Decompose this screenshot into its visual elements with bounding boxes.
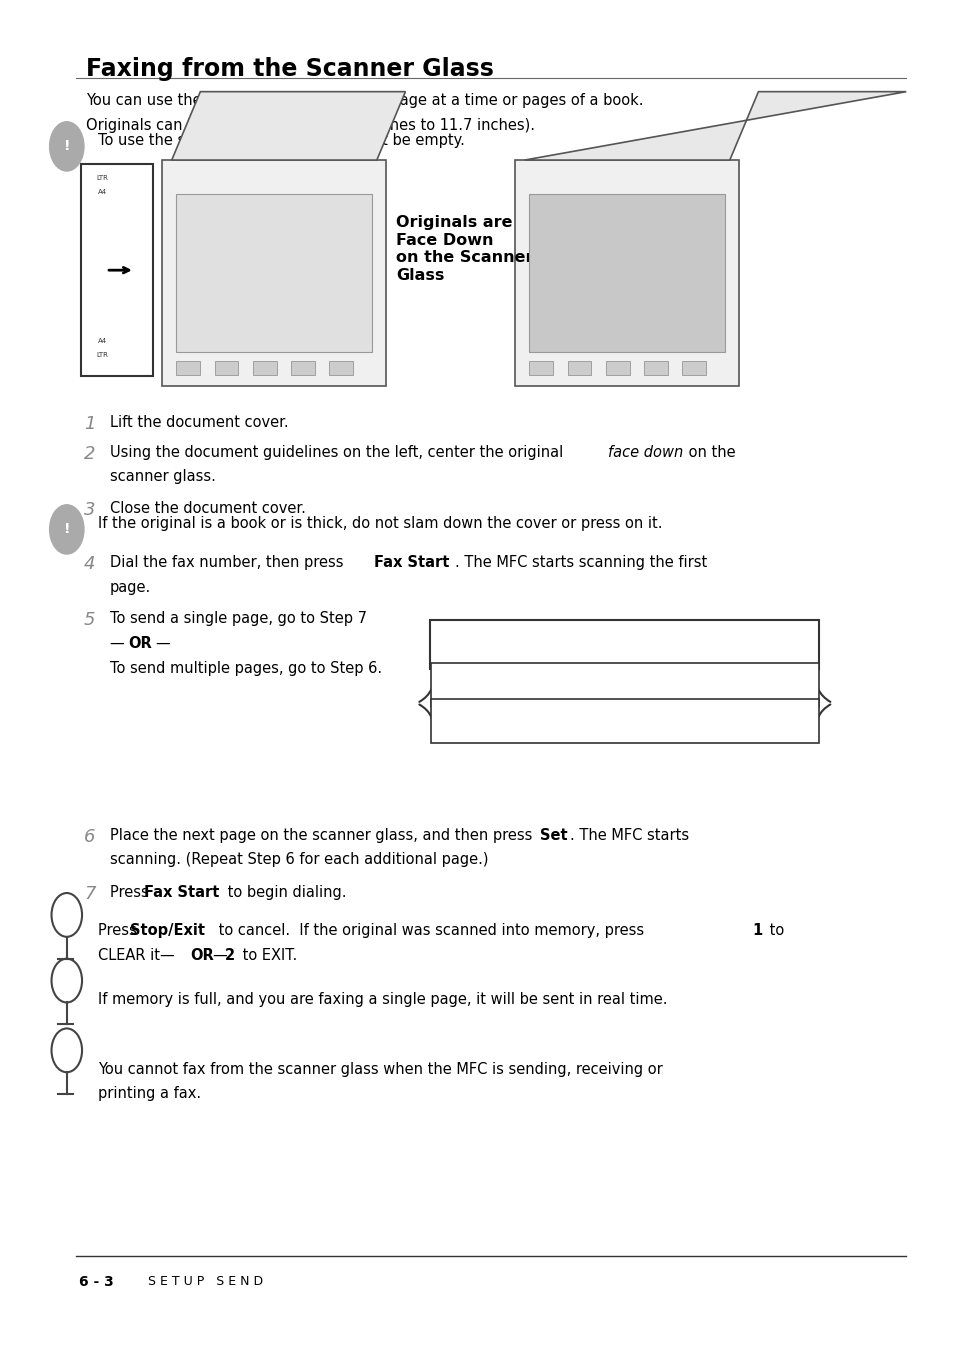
Text: printing a fax.: printing a fax.: [98, 1086, 201, 1101]
Text: OR: OR: [128, 636, 152, 651]
Text: —: —: [155, 636, 170, 651]
FancyBboxPatch shape: [643, 361, 667, 375]
Text: 5: 5: [84, 611, 95, 629]
Text: To send multiple pages, go to Step 6.: To send multiple pages, go to Step 6.: [110, 661, 381, 676]
FancyBboxPatch shape: [176, 194, 372, 352]
Text: If memory is full, and you are faxing a single page, it will be sent in real tim: If memory is full, and you are faxing a …: [98, 992, 667, 1007]
Text: Fax Start: Fax Start: [144, 885, 219, 900]
Text: Faxing from the Scanner Glass: Faxing from the Scanner Glass: [86, 57, 494, 82]
Text: OR: OR: [190, 948, 213, 963]
Text: Place the next page on the scanner glass, and then press: Place the next page on the scanner glass…: [110, 828, 537, 843]
Text: A4: A4: [98, 338, 107, 343]
FancyBboxPatch shape: [605, 361, 629, 375]
Text: LTR: LTR: [96, 175, 109, 181]
Circle shape: [50, 505, 84, 554]
FancyBboxPatch shape: [162, 160, 386, 386]
Text: scanning. (Repeat Step 6 for each additional page.): scanning. (Repeat Step 6 for each additi…: [110, 852, 488, 867]
FancyBboxPatch shape: [214, 361, 238, 375]
Text: S E T U P   S E N D: S E T U P S E N D: [148, 1275, 263, 1289]
FancyBboxPatch shape: [291, 361, 314, 375]
Text: A4: A4: [98, 189, 107, 194]
Text: . The MFC starts: . The MFC starts: [570, 828, 689, 843]
Text: 2: 2: [84, 445, 95, 462]
Text: on the: on the: [683, 445, 735, 460]
Text: to cancel.  If the original was scanned into memory, press: to cancel. If the original was scanned i…: [213, 923, 648, 938]
FancyBboxPatch shape: [81, 164, 152, 376]
Text: to: to: [764, 923, 783, 938]
FancyBboxPatch shape: [176, 361, 200, 375]
Text: face down: face down: [607, 445, 682, 460]
Text: 7: 7: [84, 885, 95, 903]
Text: scanner glass.: scanner glass.: [110, 469, 215, 484]
Text: 1: 1: [752, 923, 762, 938]
Text: Dial the fax number, then press: Dial the fax number, then press: [110, 555, 348, 570]
Text: You can use the scanner glass to fax one page at a time or pages of a book.: You can use the scanner glass to fax one…: [86, 93, 642, 108]
FancyBboxPatch shape: [567, 361, 591, 375]
Polygon shape: [172, 92, 405, 160]
Text: 1: 1: [84, 415, 95, 432]
Text: Press: Press: [98, 923, 141, 938]
FancyBboxPatch shape: [681, 361, 705, 375]
Text: NEXT:PRESS SET: NEXT:PRESS SET: [575, 679, 674, 692]
Text: Press: Press: [110, 885, 152, 900]
FancyBboxPatch shape: [529, 194, 724, 352]
Text: If the original is a book or is thick, do not slam down the cover or press on it: If the original is a book or is thick, d…: [98, 517, 662, 531]
Text: LTR: LTR: [96, 352, 109, 357]
Text: CLEAR it—: CLEAR it—: [98, 948, 174, 963]
FancyBboxPatch shape: [431, 663, 818, 707]
Text: Lift the document cover.: Lift the document cover.: [110, 415, 288, 430]
Text: 6 - 3: 6 - 3: [79, 1275, 113, 1289]
Text: To use the scanner glass, the ADF must be empty.: To use the scanner glass, the ADF must b…: [98, 134, 465, 148]
FancyBboxPatch shape: [431, 699, 818, 743]
Text: MEMORY  #001  99%: MEMORY #001 99%: [564, 637, 684, 651]
Text: Close the document cover.: Close the document cover.: [110, 501, 305, 516]
Text: DIAL:PRESS START: DIAL:PRESS START: [567, 714, 681, 728]
Text: to EXIT.: to EXIT.: [237, 948, 296, 963]
Text: . The MFC starts scanning the first: . The MFC starts scanning the first: [455, 555, 706, 570]
Text: 6: 6: [84, 828, 95, 845]
FancyBboxPatch shape: [329, 361, 353, 375]
Polygon shape: [524, 92, 905, 160]
Text: to begin dialing.: to begin dialing.: [223, 885, 346, 900]
Text: page.: page.: [110, 580, 151, 595]
Text: 3: 3: [84, 501, 95, 518]
Text: !: !: [64, 140, 70, 153]
Text: 4: 4: [84, 555, 95, 573]
Text: You cannot fax from the scanner glass when the MFC is sending, receiving or: You cannot fax from the scanner glass wh…: [98, 1062, 662, 1077]
FancyBboxPatch shape: [253, 361, 276, 375]
Text: Fax Start: Fax Start: [374, 555, 449, 570]
Text: Using the document guidelines on the left, center the original: Using the document guidelines on the lef…: [110, 445, 567, 460]
Text: Originals can be Letter or A4 size (8.5 inches to 11.7 inches).: Originals can be Letter or A4 size (8.5 …: [86, 118, 535, 133]
FancyBboxPatch shape: [515, 160, 739, 386]
Circle shape: [50, 122, 84, 171]
Text: Stop/Exit: Stop/Exit: [130, 923, 205, 938]
FancyBboxPatch shape: [529, 361, 553, 375]
Text: Originals are
Face Down
on the Scanner
Glass: Originals are Face Down on the Scanner G…: [395, 215, 533, 283]
Text: !: !: [64, 523, 70, 536]
Text: 2: 2: [225, 948, 235, 963]
Text: —: —: [212, 948, 226, 963]
FancyBboxPatch shape: [430, 620, 819, 669]
Text: —: —: [110, 636, 124, 651]
Text: Set: Set: [539, 828, 567, 843]
Text: Document
Cover: Document Cover: [181, 233, 242, 260]
Text: To send a single page, go to Step 7: To send a single page, go to Step 7: [110, 611, 366, 627]
